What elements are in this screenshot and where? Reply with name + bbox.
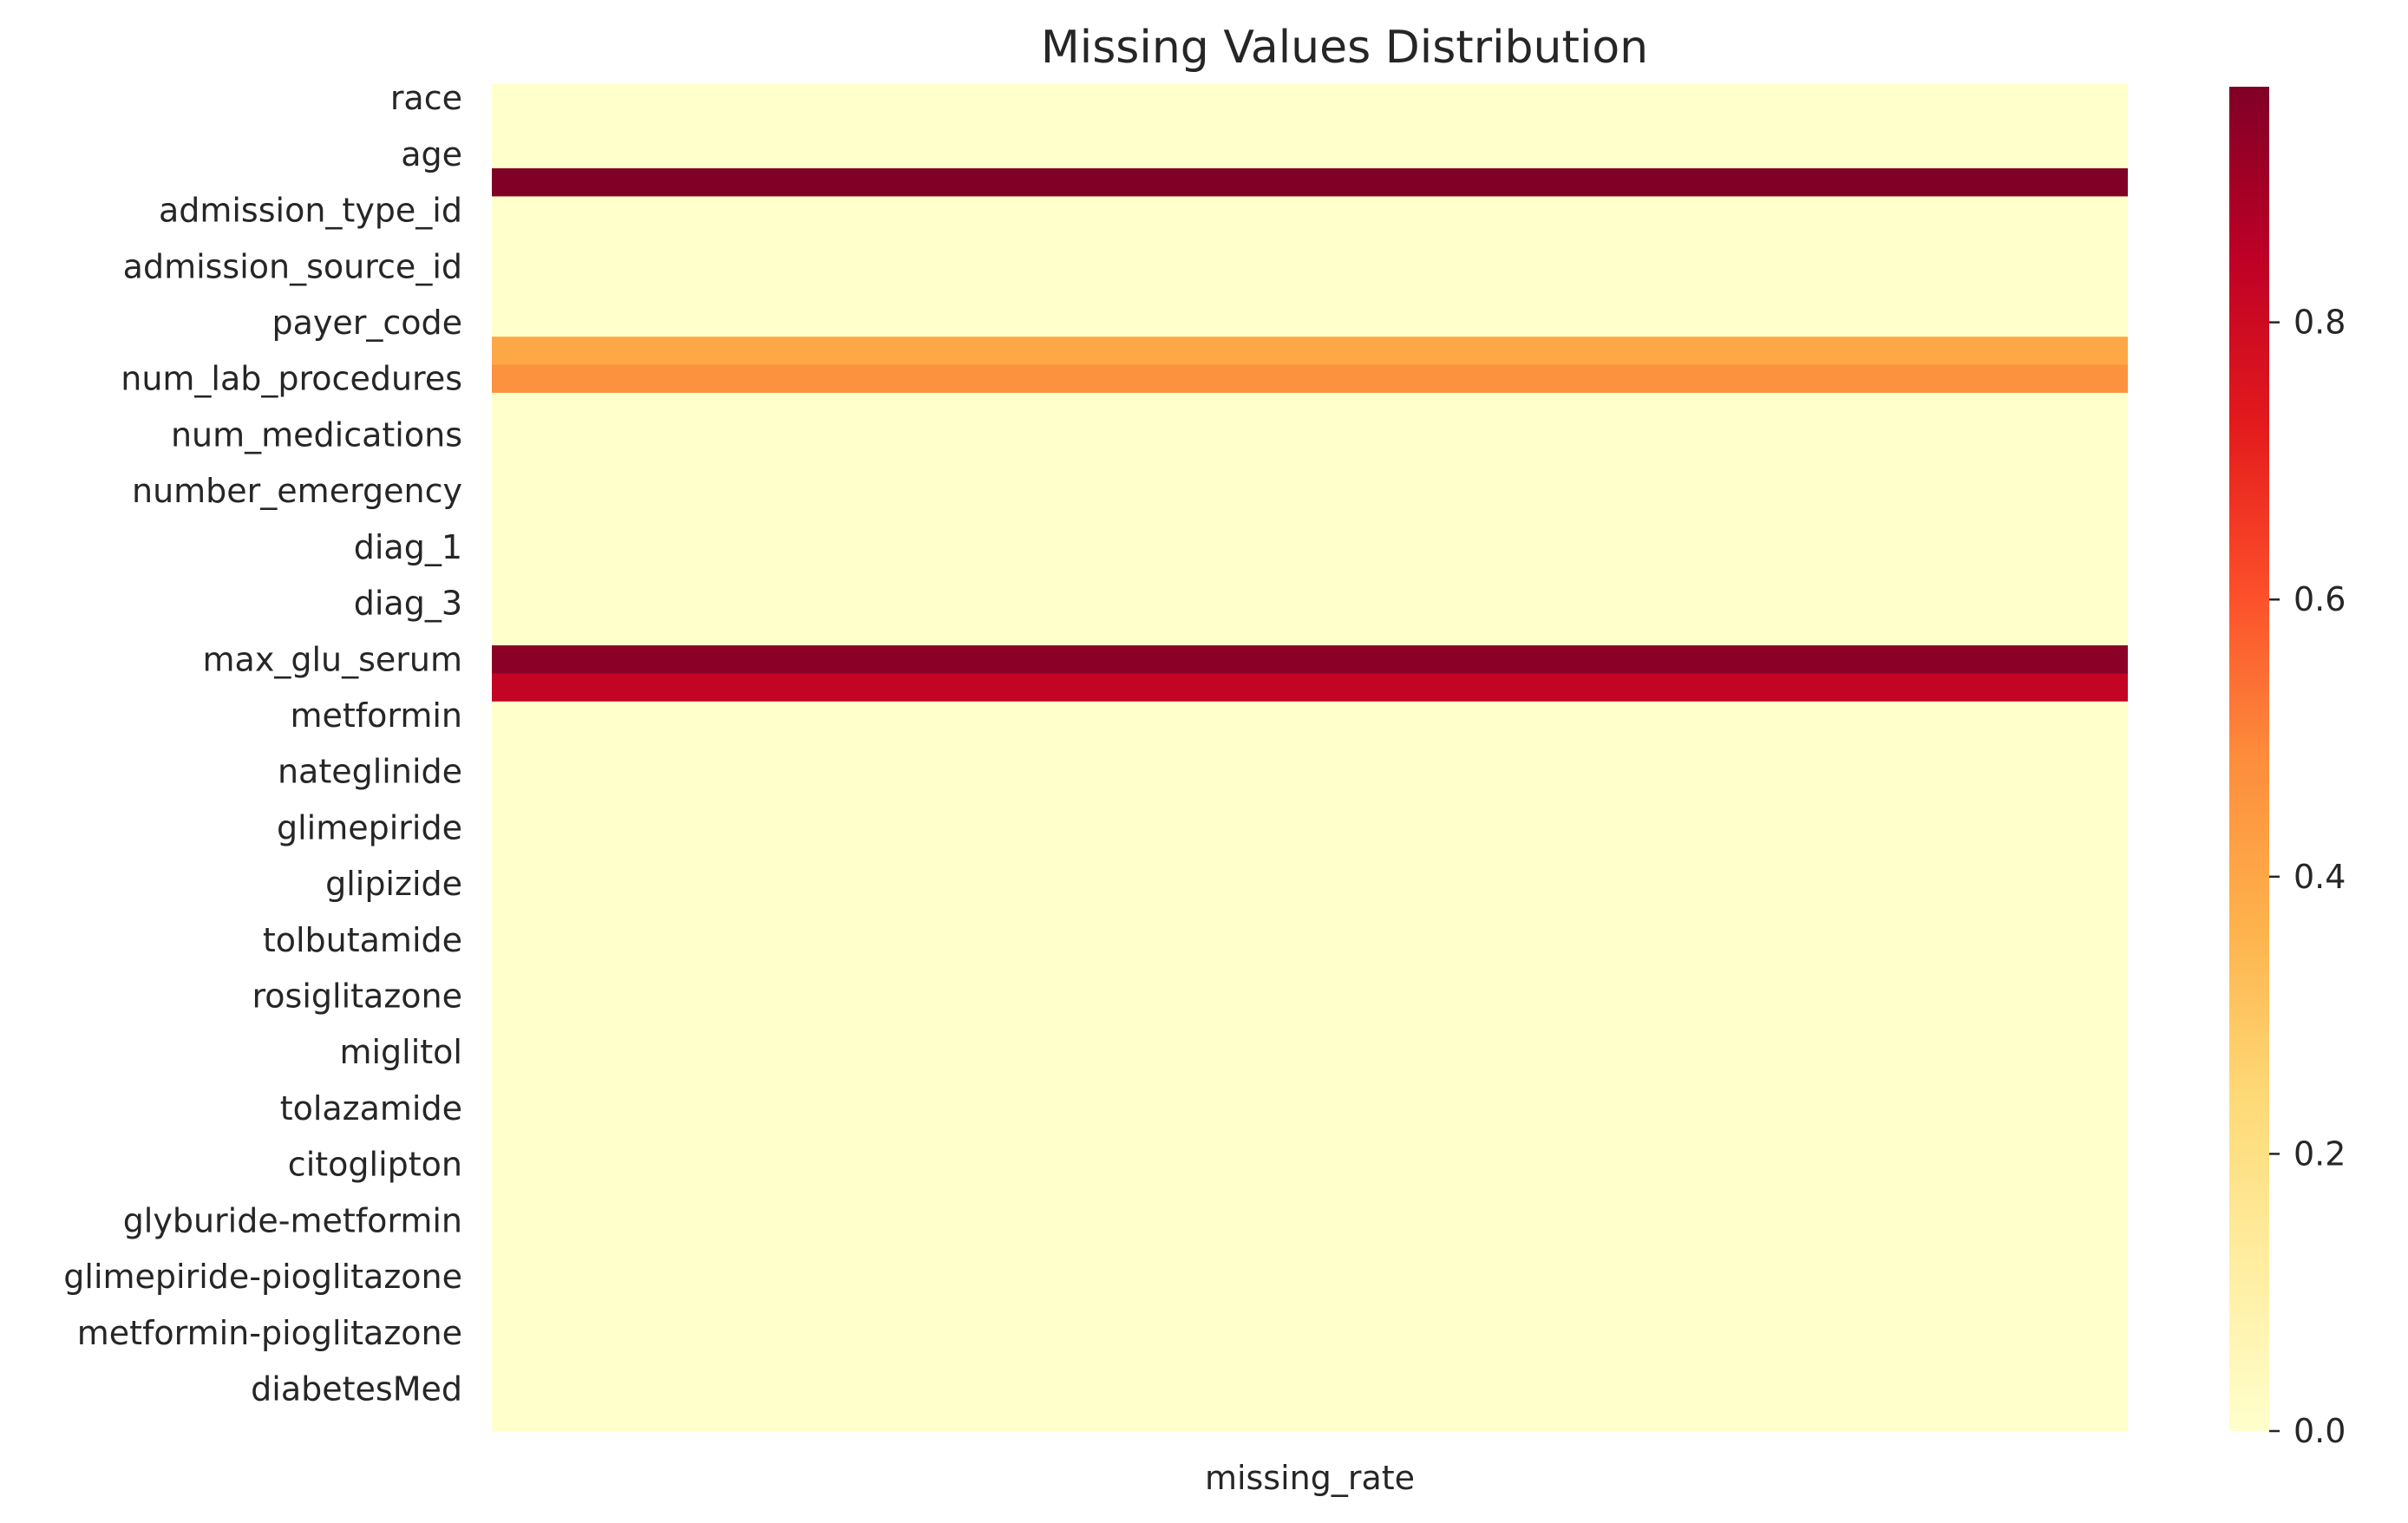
y-tick-label: race	[390, 79, 462, 117]
heatmap-cell	[492, 898, 2128, 927]
colorbar-ticks: 0.0 0.2 0.4 0.6 0.8	[2269, 304, 2346, 1450]
y-tick-label: diag_1	[354, 528, 462, 566]
y-tick-label: rosiglitazone	[252, 977, 462, 1016]
heatmap-cell	[492, 953, 2128, 983]
heatmap-cell	[492, 1291, 2128, 1320]
heatmap-cell	[492, 84, 2128, 113]
heatmap-cell	[492, 505, 2128, 534]
y-tick-label: num_lab_procedures	[121, 360, 462, 398]
heatmap-cell	[492, 1066, 2128, 1095]
y-tick-label: payer_code	[272, 304, 462, 342]
heatmap-cell	[492, 925, 2128, 955]
heatmap-cell	[492, 729, 2128, 759]
y-tick-label: tolazamide	[280, 1089, 462, 1128]
y-tick-label: miglitol	[339, 1033, 462, 1071]
colorbar-tick-label: 0.6	[2293, 580, 2346, 618]
heatmap-cell	[492, 785, 2128, 814]
chart-title: Missing Values Distribution	[1041, 22, 1648, 74]
heatmap-cell	[492, 1206, 2128, 1236]
y-tick-label: number_emergency	[132, 472, 462, 510]
y-tick-label: num_medications	[171, 415, 462, 454]
heatmap-cell	[492, 308, 2128, 337]
heatmap-cell	[492, 814, 2128, 843]
heatmap-cell	[492, 1375, 2128, 1404]
y-tick-label: citoglipton	[288, 1146, 462, 1184]
heatmap-cell	[492, 337, 2128, 366]
heatmap-cell	[492, 224, 2128, 253]
colorbar-tick-label: 0.0	[2293, 1412, 2346, 1450]
y-tick-label: glyburide-metformin	[123, 1201, 462, 1239]
heatmap-cells	[492, 84, 2128, 1432]
colorbar	[2229, 87, 2269, 1431]
heatmap-cell	[492, 1038, 2128, 1067]
heatmap-cell	[492, 1178, 2128, 1207]
heatmap-cell	[492, 448, 2128, 478]
colorbar-tick-label: 0.2	[2293, 1134, 2346, 1173]
y-tick-label: max_glu_serum	[203, 640, 462, 678]
y-tick-label: age	[401, 135, 462, 173]
y-tick-label: glimepiride-pioglitazone	[63, 1258, 462, 1296]
heatmap-cell	[492, 280, 2128, 310]
y-tick-label: metformin-pioglitazone	[77, 1314, 462, 1352]
heatmap-cell	[492, 841, 2128, 871]
y-tick-label: diabetesMed	[251, 1369, 462, 1408]
heatmap-cell	[492, 1318, 2128, 1348]
heatmap-cell	[492, 392, 2128, 422]
y-tick-label: glipizide	[325, 865, 462, 903]
heatmap-cell	[492, 589, 2128, 618]
heatmap-cell	[492, 561, 2128, 590]
heatmap-cell	[492, 140, 2128, 169]
heatmap-cell	[492, 196, 2128, 226]
heatmap-cell	[492, 1346, 2128, 1376]
heatmap-cell	[492, 645, 2128, 675]
y-tick-label: metformin	[290, 696, 462, 735]
heatmap-cell	[492, 1094, 2128, 1123]
heatmap-cell	[492, 869, 2128, 899]
heatmap-cell	[492, 1402, 2128, 1432]
y-tick-label: diag_3	[354, 585, 462, 623]
x-tick-label: missing_rate	[1205, 1459, 1415, 1497]
heatmap-cell	[492, 757, 2128, 787]
heatmap-cell	[492, 1150, 2128, 1180]
colorbar-tick-label: 0.8	[2293, 304, 2346, 342]
heatmap-cell	[492, 533, 2128, 562]
heatmap-cell	[492, 476, 2128, 506]
y-tick-label: admission_type_id	[159, 192, 462, 230]
heatmap-cell	[492, 1122, 2128, 1152]
y-tick-label: nateglinide	[278, 753, 462, 791]
heatmap-cell	[492, 1234, 2128, 1264]
heatmap-cell	[492, 252, 2128, 282]
heatmap-cell	[492, 1262, 2128, 1291]
colorbar-tick-label: 0.4	[2293, 858, 2346, 896]
heatmap-cell	[492, 701, 2128, 730]
heatmap-cell	[492, 421, 2128, 450]
heatmap-cell	[492, 617, 2128, 646]
heatmap-cell	[492, 364, 2128, 394]
heatmap-cell	[492, 982, 2128, 1011]
y-tick-label: tolbutamide	[263, 921, 462, 959]
heatmap-cell	[492, 673, 2128, 703]
heatmap-cell	[492, 112, 2128, 141]
y-tick-label: admission_source_id	[123, 247, 462, 285]
y-tick-labels: race age admission_type_id admission_source…	[63, 79, 462, 1408]
y-tick-label: glimepiride	[277, 808, 462, 846]
heatmap-cell	[492, 168, 2128, 198]
heatmap-cell	[492, 1010, 2128, 1039]
